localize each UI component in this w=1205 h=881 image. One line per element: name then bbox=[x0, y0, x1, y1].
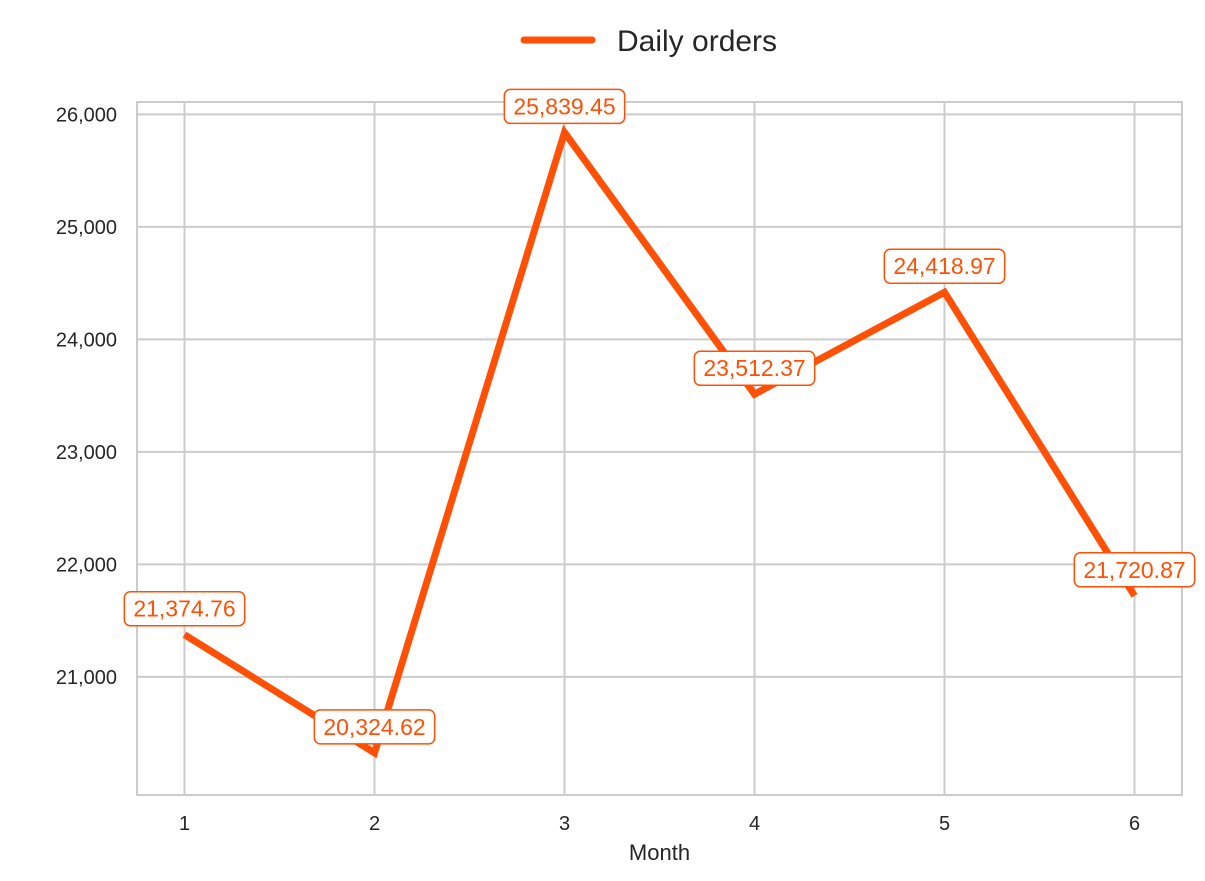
data-label: 20,324.62 bbox=[313, 709, 436, 745]
data-label-box bbox=[503, 88, 626, 125]
legend: Daily orders bbox=[520, 25, 777, 58]
y-tick-label: 24,000 bbox=[56, 329, 117, 351]
data-label-box bbox=[693, 350, 816, 386]
x-axis-ticks: 1 2 3 4 5 6 bbox=[179, 813, 1140, 835]
data-label-text: 25,839.45 bbox=[513, 93, 615, 119]
data-label: 24,418.97 bbox=[883, 248, 1006, 284]
data-label-box bbox=[123, 590, 246, 627]
data-label-text: 21,374.76 bbox=[133, 596, 235, 622]
data-labels: 21,374.76 20,324.62 25,839.45 23,512.37 24,4… bbox=[123, 88, 1196, 745]
x-tick-label: 2 bbox=[369, 813, 380, 835]
grid bbox=[137, 102, 1182, 795]
y-axis-ticks: 21,000 22,000 23,000 24,000 25,000 26,000 bbox=[56, 104, 117, 689]
data-label: 21,374.76 bbox=[123, 590, 246, 627]
data-label-text: 20,324.62 bbox=[323, 714, 425, 740]
data-label-box bbox=[313, 709, 436, 745]
data-label-text: 24,418.97 bbox=[893, 253, 995, 279]
data-label: 21,720.87 bbox=[1073, 552, 1196, 588]
y-tick-label: 22,000 bbox=[56, 554, 117, 576]
y-tick-label: 26,000 bbox=[56, 104, 117, 126]
legend-label-daily-orders: Daily orders bbox=[617, 25, 777, 58]
y-tick-label: 21,000 bbox=[56, 667, 117, 689]
data-label-text: 21,720.87 bbox=[1083, 557, 1185, 583]
y-tick-label: 25,000 bbox=[56, 217, 117, 239]
data-label-text: 23,512.37 bbox=[703, 355, 805, 381]
x-tick-label: 3 bbox=[559, 813, 570, 835]
plot-area-frame bbox=[136, 101, 1183, 796]
y-tick-label: 23,000 bbox=[56, 442, 117, 464]
data-label-box bbox=[1073, 552, 1196, 588]
data-label: 23,512.37 bbox=[693, 350, 816, 386]
x-axis-title: Month bbox=[629, 840, 690, 865]
data-label-box bbox=[883, 248, 1006, 284]
x-tick-label: 6 bbox=[1129, 813, 1140, 835]
x-tick-label: 1 bbox=[179, 813, 190, 835]
x-tick-label: 4 bbox=[749, 813, 760, 835]
data-label: 25,839.45 bbox=[503, 88, 626, 125]
x-tick-label: 5 bbox=[939, 813, 950, 835]
